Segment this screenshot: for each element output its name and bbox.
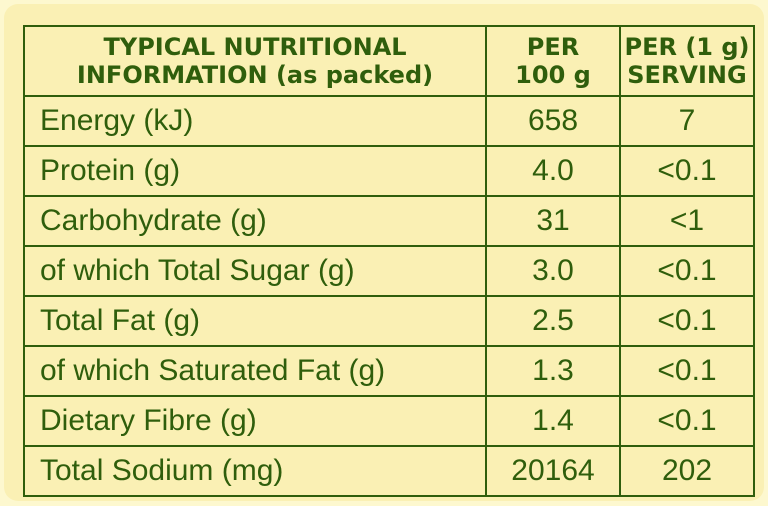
header-row: TYPICAL NUTRITIONAL INFORMATION (as pack… (23, 25, 755, 97)
table-row: Energy (kJ) 658 7 (23, 95, 755, 147)
per-100g-value: 4.0 (485, 145, 621, 197)
nutrient-label: Protein (g) (23, 145, 487, 197)
header-per-100g-line-1: PER (526, 33, 580, 61)
table-row: Total Fat (g) 2.5 <0.1 (23, 295, 755, 347)
label-panel: TYPICAL NUTRITIONAL INFORMATION (as pack… (4, 4, 764, 501)
nutrient-label: Total Sodium (mg) (23, 445, 487, 497)
table-row: Protein (g) 4.0 <0.1 (23, 145, 755, 197)
per-serving-value: 202 (619, 445, 755, 497)
per-100g-value: 658 (485, 95, 621, 147)
nutrient-label: of which Saturated Fat (g) (23, 345, 487, 397)
per-100g-value: 1.3 (485, 345, 621, 397)
header-per-100g-line-2: 100 g (515, 61, 591, 89)
per-serving-value: <0.1 (619, 245, 755, 297)
per-serving-value: <0.1 (619, 345, 755, 397)
per-serving-value: <1 (619, 195, 755, 247)
table-row: of which Total Sugar (g) 3.0 <0.1 (23, 245, 755, 297)
per-100g-value: 1.4 (485, 395, 621, 447)
per-serving-value: 7 (619, 95, 755, 147)
table-row: Dietary Fibre (g) 1.4 <0.1 (23, 395, 755, 447)
per-100g-value: 3.0 (485, 245, 621, 297)
table-row: Total Sodium (mg) 20164 202 (23, 445, 755, 497)
nutrient-label: Energy (kJ) (23, 95, 487, 147)
per-100g-value: 31 (485, 195, 621, 247)
nutrition-table: TYPICAL NUTRITIONAL INFORMATION (as pack… (23, 25, 755, 497)
per-100g-value: 2.5 (485, 295, 621, 347)
header-per-serving: PER (1 g) SERVING (619, 25, 755, 97)
nutrient-label: Carbohydrate (g) (23, 195, 487, 247)
per-serving-value: <0.1 (619, 145, 755, 197)
nutrient-label: Total Fat (g) (23, 295, 487, 347)
per-100g-value: 20164 (485, 445, 621, 497)
header-nutrient: TYPICAL NUTRITIONAL INFORMATION (as pack… (23, 25, 487, 97)
per-serving-value: <0.1 (619, 395, 755, 447)
header-per-100g: PER 100 g (485, 25, 621, 97)
header-per-serving-line-2: SERVING (627, 61, 747, 89)
table-row: Carbohydrate (g) 31 <1 (23, 195, 755, 247)
header-per-serving-line-1: PER (1 g) (624, 33, 750, 61)
header-nutrient-line-2: INFORMATION (as packed) (76, 61, 434, 89)
per-serving-value: <0.1 (619, 295, 755, 347)
nutrient-label: of which Total Sugar (g) (23, 245, 487, 297)
nutrient-label: Dietary Fibre (g) (23, 395, 487, 447)
header-nutrient-line-1: TYPICAL NUTRITIONAL (103, 33, 407, 61)
table-row: of which Saturated Fat (g) 1.3 <0.1 (23, 345, 755, 397)
